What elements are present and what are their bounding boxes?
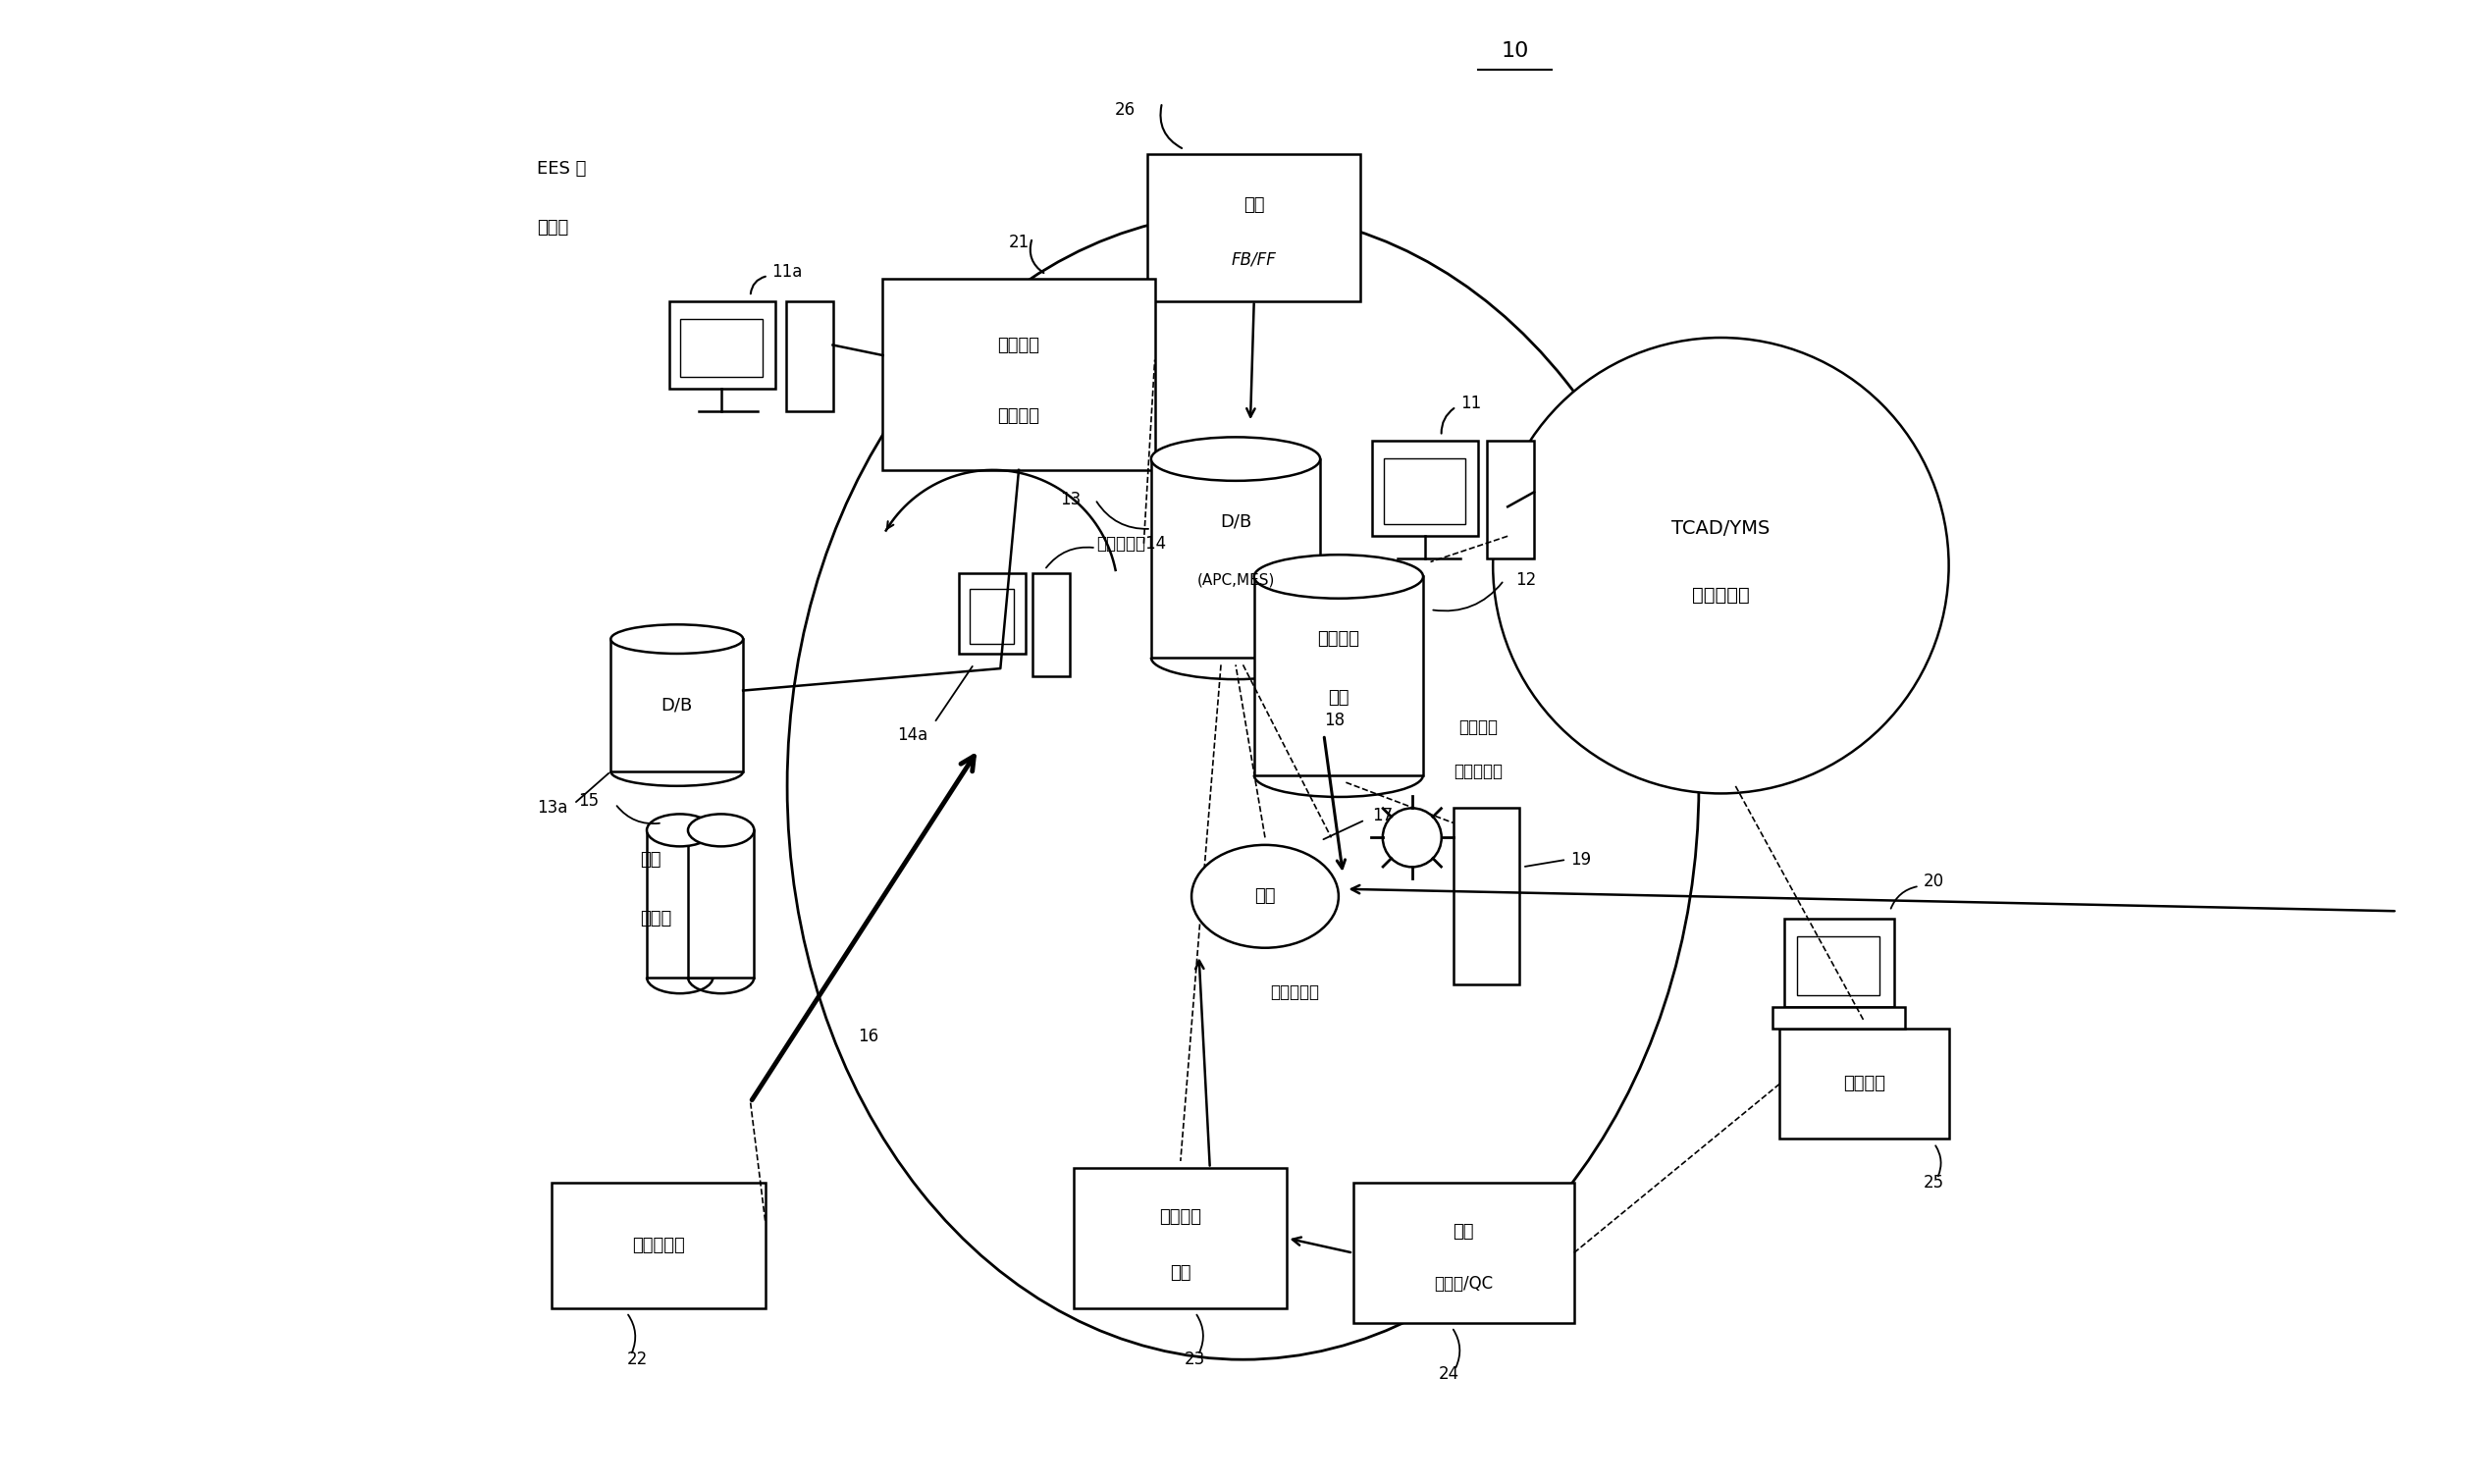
Text: 自管理: 自管理: [537, 218, 569, 236]
Text: 的实际应用: 的实际应用: [1693, 586, 1750, 604]
Ellipse shape: [1253, 555, 1422, 598]
Text: 有无变化: 有无变化: [997, 408, 1039, 426]
Text: 监控器/QC: 监控器/QC: [1434, 1275, 1494, 1293]
Text: TCAD/YMS: TCAD/YMS: [1671, 519, 1770, 539]
Text: FB/FF: FB/FF: [1231, 251, 1275, 269]
Bar: [1773, 1006, 1904, 1028]
Text: 装置内部: 装置内部: [997, 337, 1039, 355]
Bar: [1149, 154, 1360, 301]
Bar: [1372, 441, 1479, 536]
Text: 14a: 14a: [897, 726, 927, 743]
Text: 21: 21: [1009, 233, 1029, 251]
Text: 18: 18: [1325, 711, 1345, 729]
Text: 16: 16: [858, 1027, 878, 1045]
Text: 构成关键: 构成关键: [1459, 718, 1499, 736]
Text: 数据处理: 数据处理: [1318, 631, 1360, 649]
Ellipse shape: [1191, 844, 1337, 948]
Bar: [552, 1183, 766, 1307]
Text: 10: 10: [1502, 42, 1529, 61]
Text: 实时: 实时: [1452, 1223, 1474, 1241]
Bar: [970, 589, 1014, 644]
Text: 20: 20: [1924, 873, 1944, 890]
Bar: [679, 319, 763, 377]
Text: 晶片上的: 晶片上的: [1158, 1208, 1201, 1226]
Text: 过程模型化: 过程模型化: [1270, 982, 1320, 1000]
Circle shape: [1382, 809, 1442, 867]
Text: 晶片: 晶片: [1255, 887, 1275, 905]
Bar: [1352, 1183, 1574, 1322]
Bar: [1454, 809, 1519, 984]
Text: 材料的影响: 材料的影响: [631, 1236, 686, 1254]
Bar: [1074, 1168, 1288, 1307]
Text: 算法: 算法: [1328, 689, 1350, 706]
Text: 的信息收集: 的信息收集: [1454, 763, 1502, 781]
Ellipse shape: [646, 815, 713, 846]
Text: 11: 11: [1459, 395, 1482, 413]
Bar: [960, 573, 1024, 654]
Bar: [1797, 936, 1879, 994]
Ellipse shape: [689, 815, 753, 846]
Bar: [1385, 459, 1464, 524]
Text: (APC,MES): (APC,MES): [1196, 573, 1275, 588]
Text: 26: 26: [1116, 101, 1136, 119]
Text: 实时: 实时: [1243, 196, 1265, 214]
Text: 材料: 材料: [641, 850, 661, 868]
Bar: [1151, 459, 1320, 657]
Text: 装置模型化14: 装置模型化14: [1096, 534, 1166, 552]
Circle shape: [1494, 338, 1949, 794]
Text: 模型化: 模型化: [641, 910, 671, 928]
Bar: [1487, 441, 1534, 558]
Text: 23: 23: [1186, 1350, 1206, 1368]
Text: 15: 15: [579, 792, 599, 810]
Ellipse shape: [612, 625, 743, 653]
Bar: [1032, 573, 1069, 675]
Text: 12: 12: [1516, 571, 1536, 589]
Text: 24: 24: [1439, 1365, 1459, 1383]
Text: 19: 19: [1571, 850, 1591, 868]
Text: D/B: D/B: [1221, 512, 1250, 530]
Bar: [1780, 1028, 1949, 1140]
Bar: [646, 830, 713, 978]
Bar: [669, 301, 776, 389]
Ellipse shape: [788, 212, 1698, 1359]
Text: 11a: 11a: [771, 263, 803, 280]
Bar: [1785, 919, 1894, 1006]
Bar: [1253, 577, 1422, 775]
Bar: [612, 640, 743, 772]
Text: 现象: 现象: [1171, 1264, 1191, 1282]
Bar: [883, 279, 1156, 470]
Bar: [689, 830, 753, 978]
Ellipse shape: [1151, 438, 1320, 481]
Text: 25: 25: [1924, 1174, 1944, 1192]
Text: EES 的: EES 的: [537, 160, 587, 178]
Text: 17: 17: [1372, 807, 1392, 824]
Text: 设计信息: 设计信息: [1842, 1074, 1884, 1092]
Text: 13: 13: [1059, 491, 1081, 508]
Text: 13a: 13a: [537, 800, 567, 818]
Text: 22: 22: [626, 1350, 649, 1368]
Text: D/B: D/B: [661, 696, 694, 714]
Bar: [786, 301, 833, 411]
